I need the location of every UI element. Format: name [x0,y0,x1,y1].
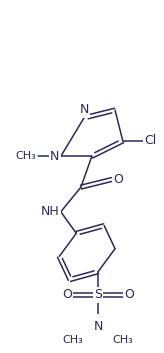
Text: CH₃: CH₃ [113,335,133,345]
Text: N: N [50,150,59,163]
Text: O: O [124,288,134,301]
Text: NH: NH [41,205,59,218]
Text: O: O [62,288,72,301]
Text: N: N [79,103,89,116]
Text: CH₃: CH₃ [63,335,84,345]
Text: Cl: Cl [144,134,157,148]
Text: CH₃: CH₃ [15,151,36,161]
Text: S: S [94,288,102,301]
Text: O: O [113,173,123,186]
Text: N: N [93,319,103,333]
